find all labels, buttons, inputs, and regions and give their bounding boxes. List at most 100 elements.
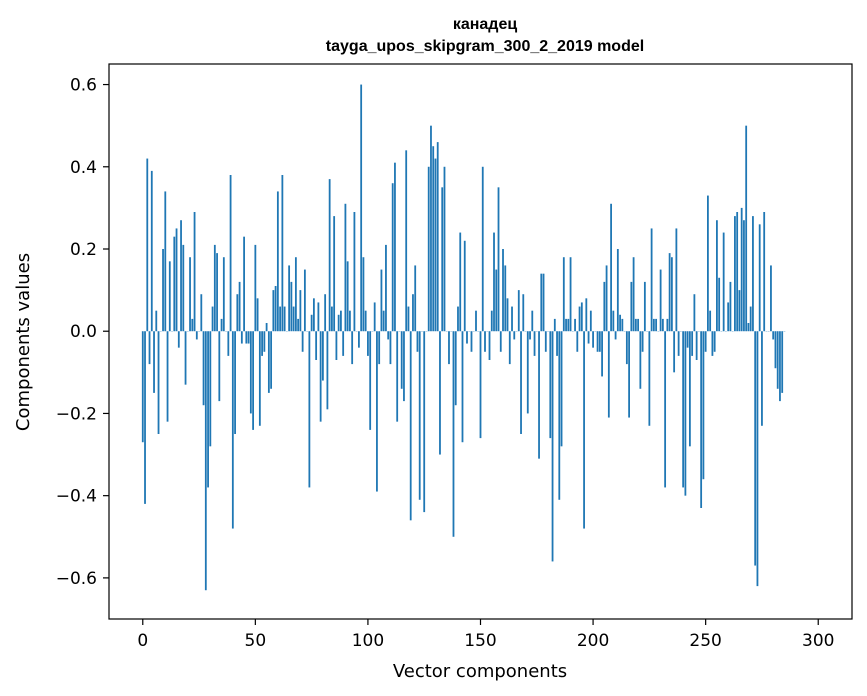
bar-261 xyxy=(729,281,732,332)
bar-93 xyxy=(351,331,354,365)
bar-84 xyxy=(331,306,333,332)
bar-221 xyxy=(639,331,642,389)
bar-146 xyxy=(470,331,473,352)
bar-222 xyxy=(641,331,644,352)
bar-41 xyxy=(234,331,236,434)
bar-195 xyxy=(580,302,583,332)
bar-250 xyxy=(704,331,707,352)
bar-12 xyxy=(168,261,171,332)
bar-74 xyxy=(308,331,311,488)
bar-272 xyxy=(754,331,757,566)
bar-42 xyxy=(236,294,239,332)
bar-157 xyxy=(495,269,498,332)
bar-219 xyxy=(634,318,637,332)
bar-11 xyxy=(166,331,169,422)
bar-183 xyxy=(553,318,556,332)
bar-132 xyxy=(439,331,441,455)
bar-63 xyxy=(283,306,286,332)
bar-87 xyxy=(337,314,340,332)
bar-244 xyxy=(691,331,694,356)
bar-0 xyxy=(141,331,144,443)
bar-6 xyxy=(155,310,158,332)
bar-67 xyxy=(292,306,295,332)
bar-217 xyxy=(630,281,633,332)
bar-254 xyxy=(713,331,716,352)
bar-31 xyxy=(211,306,214,332)
bar-61 xyxy=(279,306,282,332)
bar-167 xyxy=(517,290,520,332)
bar-122 xyxy=(416,331,419,352)
bar-168 xyxy=(520,331,522,434)
bar-252 xyxy=(709,310,712,332)
bar-194 xyxy=(578,306,581,332)
bar-192 xyxy=(574,318,576,332)
bar-58 xyxy=(272,290,275,332)
bar-203 xyxy=(598,331,601,352)
bar-165 xyxy=(513,331,516,340)
bar-36 xyxy=(222,257,225,332)
bar-26 xyxy=(200,294,203,332)
bar-271 xyxy=(752,216,754,332)
bar-68 xyxy=(294,257,297,332)
bar-55 xyxy=(265,323,268,332)
bar-83 xyxy=(328,179,331,332)
bar-46 xyxy=(245,331,248,344)
bar-116 xyxy=(403,331,405,402)
bar-45 xyxy=(243,236,245,332)
bar-118 xyxy=(407,306,410,332)
bar-172 xyxy=(529,331,531,340)
bar-89 xyxy=(342,331,345,356)
bar-253 xyxy=(711,331,714,356)
y-axis-label: Components values xyxy=(13,253,34,431)
bar-3 xyxy=(148,331,151,365)
bar-70 xyxy=(299,290,302,332)
bar-120 xyxy=(412,294,414,332)
bar-24 xyxy=(195,331,198,340)
x-axis-ticks: 0 50 100 150 200 250 300 xyxy=(137,619,834,651)
bar-16 xyxy=(177,331,180,348)
bar-156 xyxy=(493,232,495,332)
bar-35 xyxy=(220,318,223,332)
bar-264 xyxy=(736,212,739,332)
bar-113 xyxy=(396,331,399,422)
bar-270 xyxy=(749,306,752,332)
x-tick-label: 150 xyxy=(464,631,496,651)
bar-81 xyxy=(324,294,327,332)
bar-160 xyxy=(502,249,504,332)
bar-198 xyxy=(587,331,590,344)
bar-101 xyxy=(369,331,372,430)
y-tick-label: 0.2 xyxy=(70,240,97,260)
bar-207 xyxy=(607,331,610,418)
bar-76 xyxy=(312,298,315,332)
bar-48 xyxy=(249,331,252,414)
bar-216 xyxy=(628,331,630,418)
bar-138 xyxy=(452,331,455,537)
bar-208 xyxy=(610,203,612,332)
x-axis-label: Vector components xyxy=(393,661,567,682)
bar-59 xyxy=(274,286,277,332)
bar-275 xyxy=(761,331,763,426)
bar-75 xyxy=(310,314,313,332)
bar-129 xyxy=(432,146,435,332)
y-tick-label: 0.0 xyxy=(70,322,97,342)
bar-92 xyxy=(349,310,351,332)
bar-2 xyxy=(146,158,149,332)
bar-226 xyxy=(650,228,653,332)
bar-152 xyxy=(484,331,486,352)
bar-106 xyxy=(380,269,383,332)
bar-162 xyxy=(506,298,509,332)
bar-141 xyxy=(459,232,462,332)
bar-235 xyxy=(670,257,673,332)
bar-22 xyxy=(191,318,194,332)
bar-258 xyxy=(722,232,725,332)
bar-218 xyxy=(632,257,635,332)
bar-110 xyxy=(389,331,392,365)
bar-134 xyxy=(443,166,446,332)
bar-82 xyxy=(326,331,329,410)
bar-213 xyxy=(621,318,624,332)
bar-159 xyxy=(499,331,502,352)
bar-28 xyxy=(204,331,207,591)
bar-121 xyxy=(414,265,417,332)
bar-33 xyxy=(216,253,218,332)
